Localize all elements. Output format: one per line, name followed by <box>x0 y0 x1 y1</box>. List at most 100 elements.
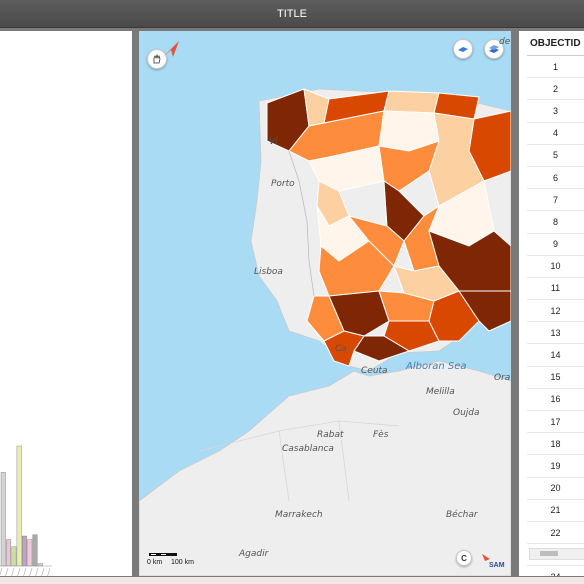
scrollbar-thumb[interactable] <box>540 551 558 556</box>
sam-logo: SAM <box>482 554 505 569</box>
table-row[interactable]: 14 <box>527 343 584 367</box>
table-row[interactable]: 7 <box>527 188 584 212</box>
table-row[interactable]: 22 <box>527 521 584 545</box>
table-row[interactable]: 13 <box>527 321 584 345</box>
region-toledo[interactable] <box>347 215 405 267</box>
objectid-cell[interactable]: 2 <box>527 77 584 101</box>
table-horizontal-scrollbar[interactable] <box>529 548 584 560</box>
table-row[interactable]: 4 <box>527 122 584 145</box>
objectid-cell[interactable]: 1 <box>527 55 584 79</box>
city-label-vi: Vi <box>269 137 278 147</box>
region-murcia[interactable] <box>458 290 511 332</box>
region-badajoz[interactable] <box>318 240 395 297</box>
objectid-cell[interactable]: 12 <box>527 299 584 323</box>
region-sevilla[interactable] <box>328 290 390 337</box>
portugal-border <box>288 150 315 297</box>
navigate-arrow-icon[interactable] <box>161 39 181 59</box>
objectid-cell[interactable]: 19 <box>527 454 584 478</box>
chart-bar[interactable] <box>22 535 27 567</box>
chart-bar[interactable] <box>11 546 17 567</box>
objectid-cell[interactable]: 4 <box>527 122 584 145</box>
svg-text:SAM: SAM <box>489 562 505 569</box>
city-label-melilla: Melilla <box>426 387 455 397</box>
objectid-cell[interactable]: 15 <box>527 366 584 389</box>
window-title-text: TITLE <box>277 7 307 20</box>
region-cadiz[interactable] <box>323 330 365 367</box>
attribute-table-panel[interactable]: OBJECTID 1 2 3 4 5 6 7 8 9 10 11 12 13 14 15 16 17 18 19 20… <box>519 31 584 576</box>
column-header-objectid[interactable]: OBJECTID <box>527 31 584 56</box>
table-row[interactable]: 9 <box>527 233 584 256</box>
table-row[interactable]: 1 <box>527 55 584 79</box>
map-panel[interactable]: Vi de Porto Lisboa Ca Ceuta Alboran Sea … <box>139 31 511 576</box>
table-row[interactable]: 6 <box>527 166 584 190</box>
table-row[interactable]: 20 <box>527 477 584 500</box>
table-row[interactable]: 12 <box>527 299 584 323</box>
chart-tick-label <box>0 567 3 576</box>
africa-land <box>139 360 511 576</box>
copyright-icon[interactable]: C <box>456 550 472 566</box>
city-label-porto: Porto <box>271 179 295 189</box>
chart-tick-label <box>35 567 39 576</box>
table-row[interactable]: 19 <box>527 454 584 478</box>
objectid-cell[interactable]: 24 <box>527 565 584 576</box>
locate-button[interactable] <box>147 49 167 69</box>
table-row[interactable]: 5 <box>527 144 584 167</box>
table-row[interactable]: 10 <box>527 255 584 278</box>
city-label-bechar: Béchar <box>446 510 478 520</box>
objectid-cell[interactable]: 21 <box>527 499 584 522</box>
layers-button[interactable] <box>484 39 504 59</box>
chart-bar[interactable] <box>0 472 6 567</box>
region-basque[interactable] <box>383 90 440 114</box>
objectid-cell[interactable]: 13 <box>527 321 584 345</box>
city-label-lisboa: Lisboa <box>254 267 283 277</box>
table-row[interactable]: 21 <box>527 499 584 522</box>
objectid-cell[interactable]: 17 <box>527 410 584 434</box>
table-row[interactable]: 16 <box>527 388 584 412</box>
chart-tick-label <box>41 567 45 576</box>
chart-tick-label <box>29 567 33 576</box>
objectid-cell[interactable]: 14 <box>527 343 584 367</box>
map-canvas[interactable] <box>139 31 511 576</box>
objectid-cell[interactable]: 16 <box>527 388 584 412</box>
objectid-cell[interactable]: 8 <box>527 210 584 234</box>
objectid-cell[interactable]: 20 <box>527 477 584 500</box>
chart-bar[interactable] <box>16 445 22 567</box>
city-label-ca: Ca <box>335 344 347 354</box>
chart-tick-label <box>11 567 15 576</box>
hand-icon <box>153 53 161 64</box>
chart-bar[interactable] <box>37 563 43 567</box>
region-granada[interactable] <box>383 320 440 352</box>
status-strip <box>0 577 584 584</box>
layer-icon <box>458 47 468 52</box>
objectid-cell[interactable]: 10 <box>527 255 584 278</box>
objectid-cell[interactable]: 22 <box>527 521 584 545</box>
table-row[interactable]: 18 <box>527 432 584 456</box>
city-label-fes: Fès <box>373 430 389 440</box>
city-label-de: de <box>499 37 511 47</box>
table-row[interactable]: 15 <box>527 366 584 389</box>
table-row[interactable]: 2 <box>527 77 584 101</box>
objectid-cell[interactable]: 5 <box>527 144 584 167</box>
basemap-button[interactable] <box>453 39 473 59</box>
objectid-cell[interactable]: 7 <box>527 188 584 212</box>
table-row[interactable]: 3 <box>527 99 584 123</box>
attribute-table[interactable]: OBJECTID 1 2 3 4 5 6 7 8 9 10 11 12 13 14 15 16 17 18 19 20… <box>527 31 584 576</box>
table-row[interactable]: 8 <box>527 210 584 234</box>
table-row[interactable]: 11 <box>527 277 584 301</box>
chart-bar[interactable] <box>6 539 12 567</box>
scale-zero-label: 0 km <box>147 559 163 566</box>
objectid-cell[interactable]: 6 <box>527 166 584 190</box>
objectid-cell[interactable]: 18 <box>527 432 584 456</box>
scale-hundred-label: 100 km <box>171 559 194 566</box>
layers-stack-icon <box>489 45 499 53</box>
table-row[interactable]: 24 <box>527 565 584 576</box>
objectid-cell[interactable]: 9 <box>527 233 584 256</box>
table-row[interactable]: 17 <box>527 410 584 434</box>
chart-bar[interactable] <box>32 534 38 567</box>
chart-bar[interactable] <box>27 539 33 567</box>
objectid-cell[interactable]: 3 <box>527 99 584 123</box>
scale-bar <box>149 553 177 556</box>
morocco-roads <box>198 420 400 502</box>
city-label-rabat: Rabat <box>317 430 344 440</box>
objectid-cell[interactable]: 11 <box>527 277 584 301</box>
